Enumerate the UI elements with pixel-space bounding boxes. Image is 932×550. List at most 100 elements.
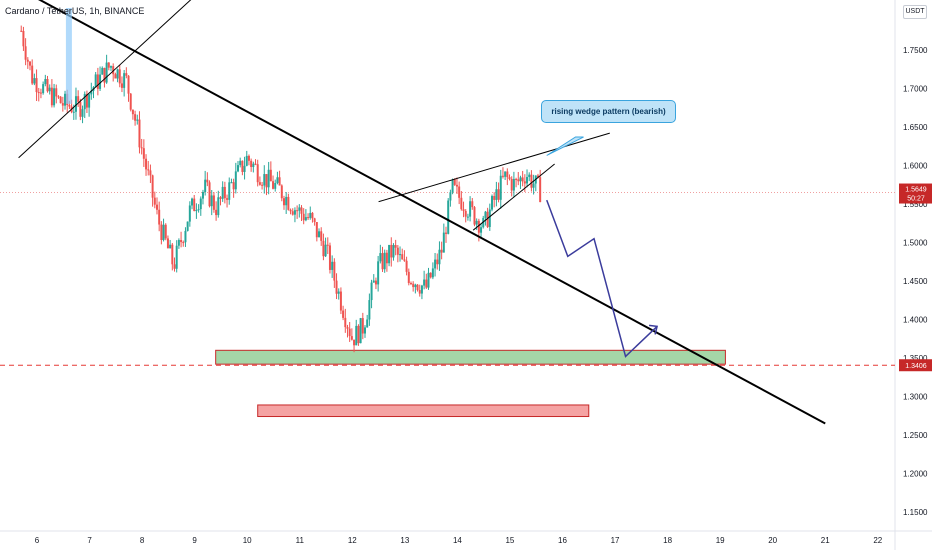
candle-body (394, 245, 397, 248)
candle-countdown: 50:27 (907, 196, 925, 203)
trend-line (378, 132, 610, 203)
candle-body (162, 224, 165, 241)
candle-body (90, 90, 93, 95)
candle-body (311, 212, 314, 219)
candle-body (59, 96, 62, 104)
candle-body (221, 186, 224, 199)
candle-body (368, 300, 371, 320)
candle-body (462, 209, 465, 211)
candle-body (532, 183, 535, 188)
candle-body (528, 174, 531, 178)
candle-body (359, 318, 362, 344)
candle-body (289, 209, 292, 212)
y-tick-label: 1.7000 (903, 85, 928, 94)
candle-body (77, 96, 80, 102)
candle-body (173, 264, 176, 269)
target-zone (257, 404, 590, 418)
candle-body (539, 177, 542, 203)
candle-body (335, 280, 338, 294)
candle-body (134, 114, 137, 121)
candle-body (24, 46, 27, 60)
candle-body (361, 318, 364, 334)
candle-body (429, 272, 432, 278)
candle-body (296, 210, 299, 212)
candle-body (506, 171, 509, 178)
y-tick-label: 1.4000 (903, 316, 928, 325)
candle-body (300, 207, 303, 214)
candle-body (46, 78, 49, 92)
candle-body (105, 62, 108, 83)
candle-body (68, 104, 71, 107)
candle-body (169, 244, 172, 249)
candle-body (363, 327, 366, 334)
candle-body (155, 204, 158, 210)
candle-body (48, 87, 51, 92)
candle-body (414, 284, 417, 288)
candle-body (440, 249, 443, 253)
y-tick-label: 1.2500 (903, 431, 928, 440)
candle-body (342, 310, 345, 318)
candle-body (469, 201, 472, 217)
candle-body (355, 325, 358, 346)
candle-body (254, 163, 257, 165)
candle-body (339, 291, 342, 311)
candle-body (322, 240, 325, 257)
candle-body (120, 83, 123, 88)
candle-body (123, 73, 126, 88)
candle-body (495, 189, 498, 200)
candle-body (385, 252, 388, 264)
candle-body (346, 327, 349, 329)
y-tick-label: 1.5000 (903, 239, 928, 248)
candle-body (212, 195, 215, 210)
candle-body (208, 182, 211, 207)
candle-body (215, 209, 218, 216)
trend-line (38, 0, 826, 425)
range-highlight (65, 8, 72, 104)
candle-body (39, 92, 42, 94)
candle-body (370, 282, 373, 301)
candle-body (471, 201, 474, 208)
x-tick-label: 15 (505, 536, 514, 545)
candle-body (226, 198, 229, 200)
candle-body (396, 247, 399, 255)
trend-line (472, 163, 555, 231)
candle-body (136, 119, 139, 121)
candle-body (188, 205, 191, 222)
candle-body (449, 192, 452, 201)
x-tick-label: 10 (243, 536, 252, 545)
candle-body (22, 30, 25, 47)
candle-body (379, 253, 382, 262)
candle-body (285, 196, 288, 206)
y-tick-label: 1.1500 (903, 508, 928, 517)
candle-body (228, 182, 231, 200)
candle-body (127, 75, 130, 94)
candle-body (145, 158, 148, 170)
candles (20, 25, 542, 353)
candle-body (517, 179, 520, 182)
candle-body (291, 211, 294, 215)
currency-unit-label[interactable]: USDT (903, 5, 927, 19)
current-price-tag[interactable] (899, 183, 932, 204)
candle-body (101, 67, 104, 75)
candle-body (206, 179, 209, 183)
candle-body (247, 155, 250, 161)
candle-body (230, 182, 233, 184)
candle-body (72, 111, 75, 113)
candle-body (171, 244, 174, 265)
candle-body (320, 231, 323, 241)
candle-body (42, 84, 45, 94)
x-tick-label: 14 (453, 536, 462, 545)
candle-body (28, 61, 31, 66)
candle-body (508, 177, 511, 179)
candle-body (26, 59, 29, 62)
candle-body (193, 198, 196, 212)
candle-body (94, 74, 97, 88)
candle-body (490, 196, 493, 210)
candle-body (243, 165, 246, 172)
candle-body (79, 101, 82, 117)
candle-body (526, 177, 529, 184)
candle-body (302, 213, 305, 221)
candle-body (31, 65, 34, 84)
candle-body (83, 93, 86, 110)
